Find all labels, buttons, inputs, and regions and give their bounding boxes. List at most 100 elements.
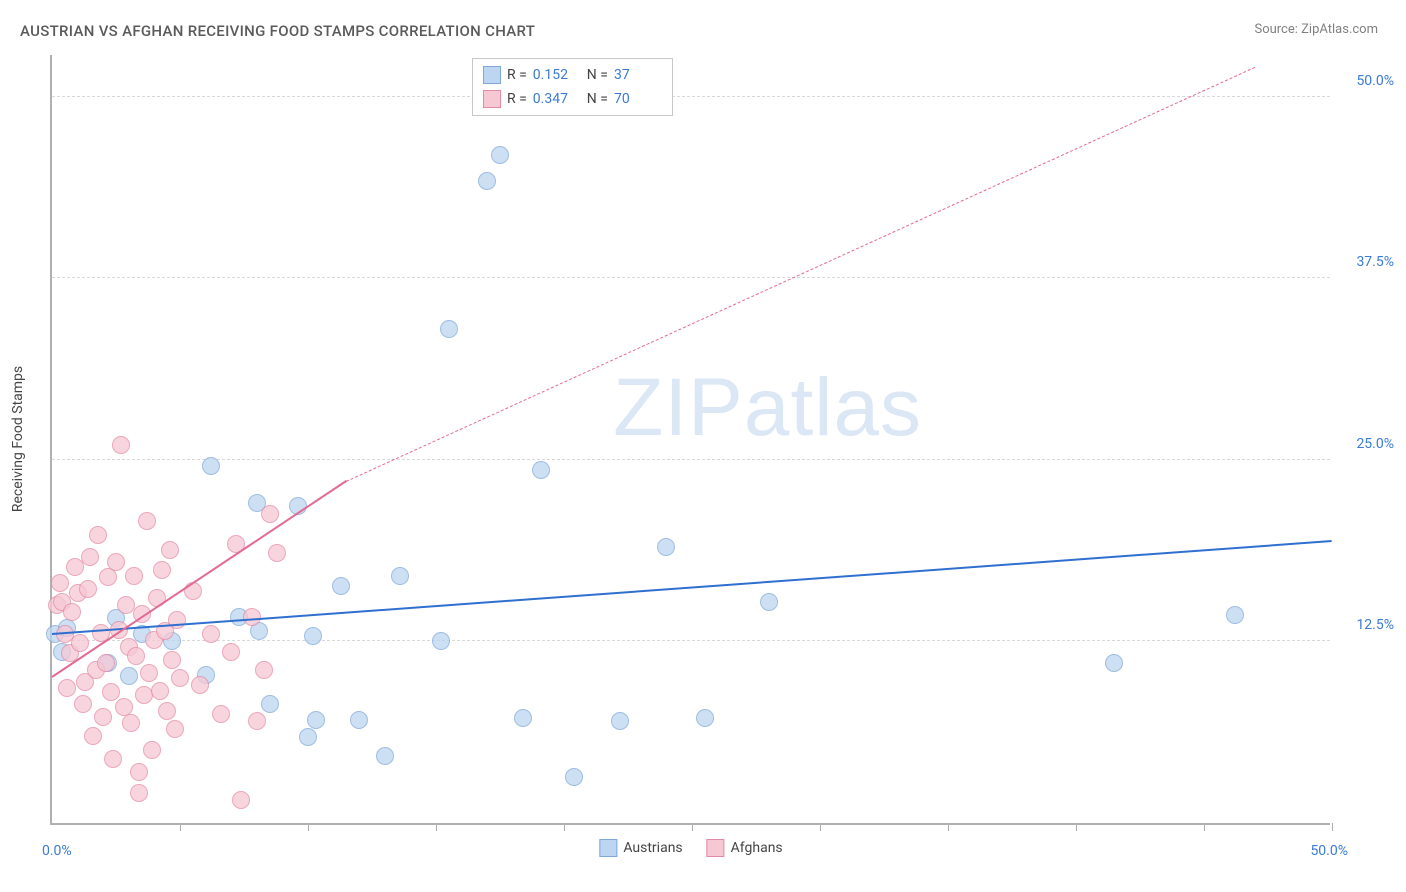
legend-swatch-afghans	[707, 839, 725, 857]
grid-line	[52, 459, 1330, 460]
data-point	[1226, 606, 1244, 624]
x-tick	[948, 823, 949, 831]
data-point	[376, 747, 394, 765]
data-point	[125, 567, 143, 585]
y-axis-title: Receiving Food Stamps	[10, 366, 26, 512]
r-value-afghans: 0.347	[533, 91, 581, 107]
data-point	[261, 695, 279, 713]
data-point	[350, 711, 368, 729]
data-point	[222, 643, 240, 661]
data-point	[97, 654, 115, 672]
data-point	[130, 763, 148, 781]
legend-label-afghans: Afghans	[731, 840, 783, 856]
chart-title: AUSTRIAN VS AFGHAN RECEIVING FOOD STAMPS…	[20, 22, 535, 40]
stats-legend-box: R = 0.152 N = 37 R = 0.347 N = 70	[472, 58, 673, 116]
legend-item-austrians: Austrians	[599, 839, 682, 857]
data-point	[391, 567, 409, 585]
x-axis-min-label: 0.0%	[42, 843, 72, 859]
data-point	[58, 679, 76, 697]
y-tick-label: 37.5%	[1338, 254, 1394, 270]
data-point	[478, 172, 496, 190]
data-point	[191, 676, 209, 694]
data-point	[657, 538, 675, 556]
data-point	[491, 146, 509, 164]
data-point	[163, 651, 181, 669]
data-point	[84, 727, 102, 745]
x-tick	[1076, 823, 1077, 831]
data-point	[89, 526, 107, 544]
data-point	[299, 728, 317, 746]
legend-label-austrians: Austrians	[623, 840, 682, 856]
swatch-austrians	[483, 66, 501, 84]
data-point	[74, 695, 92, 713]
data-point	[212, 705, 230, 723]
watermark: ZIPatlas	[613, 361, 922, 455]
n-value-afghans: 70	[614, 91, 662, 107]
data-point	[140, 664, 158, 682]
x-axis-max-label: 50.0%	[1310, 843, 1348, 859]
data-point	[565, 768, 583, 786]
n-label: N =	[587, 91, 608, 107]
grid-line	[52, 96, 1330, 97]
legend-swatch-austrians	[599, 839, 617, 857]
data-point	[151, 682, 169, 700]
grid-line	[52, 640, 1330, 641]
x-tick	[1332, 823, 1333, 831]
data-point	[232, 791, 250, 809]
data-point	[1105, 654, 1123, 672]
y-tick-label: 25.0%	[1338, 436, 1394, 452]
data-point	[107, 553, 125, 571]
data-point	[130, 784, 148, 802]
data-point	[122, 714, 140, 732]
bottom-legend: Austrians Afghans	[599, 839, 782, 857]
y-tick-label: 50.0%	[1338, 73, 1394, 89]
data-point	[143, 741, 161, 759]
source-label: Source: ZipAtlas.com	[1254, 22, 1378, 37]
r-label: R =	[507, 67, 527, 83]
data-point	[332, 577, 350, 595]
x-tick	[436, 823, 437, 831]
x-tick	[308, 823, 309, 831]
data-point	[432, 632, 450, 650]
trend-line-dashed	[346, 67, 1255, 482]
plot-area: ZIPatlas Receiving Food Stamps 12.5%25.0…	[50, 55, 1330, 825]
n-value-austrians: 37	[614, 67, 662, 83]
stats-row-afghans: R = 0.347 N = 70	[483, 87, 662, 111]
r-label: R =	[507, 91, 527, 107]
data-point	[248, 712, 266, 730]
data-point	[202, 457, 220, 475]
data-point	[104, 750, 122, 768]
data-point	[63, 603, 81, 621]
data-point	[261, 505, 279, 523]
trend-line	[51, 480, 347, 678]
data-point	[102, 683, 120, 701]
x-tick	[1204, 823, 1205, 831]
x-tick	[692, 823, 693, 831]
r-value-austrians: 0.152	[533, 67, 581, 83]
grid-line	[52, 277, 1330, 278]
y-tick-label: 12.5%	[1338, 617, 1394, 633]
data-point	[171, 669, 189, 687]
data-point	[202, 625, 220, 643]
data-point	[127, 647, 145, 665]
data-point	[760, 593, 778, 611]
data-point	[138, 512, 156, 530]
data-point	[255, 661, 273, 679]
x-tick	[820, 823, 821, 831]
legend-item-afghans: Afghans	[707, 839, 783, 857]
data-point	[268, 544, 286, 562]
data-point	[99, 568, 117, 586]
swatch-afghans	[483, 90, 501, 108]
data-point	[532, 461, 550, 479]
data-point	[71, 634, 89, 652]
x-tick	[564, 823, 565, 831]
data-point	[112, 436, 130, 454]
data-point	[243, 608, 261, 626]
data-point	[120, 667, 138, 685]
x-tick	[180, 823, 181, 831]
data-point	[304, 627, 322, 645]
data-point	[161, 541, 179, 559]
data-point	[158, 702, 176, 720]
data-point	[696, 709, 714, 727]
data-point	[514, 709, 532, 727]
